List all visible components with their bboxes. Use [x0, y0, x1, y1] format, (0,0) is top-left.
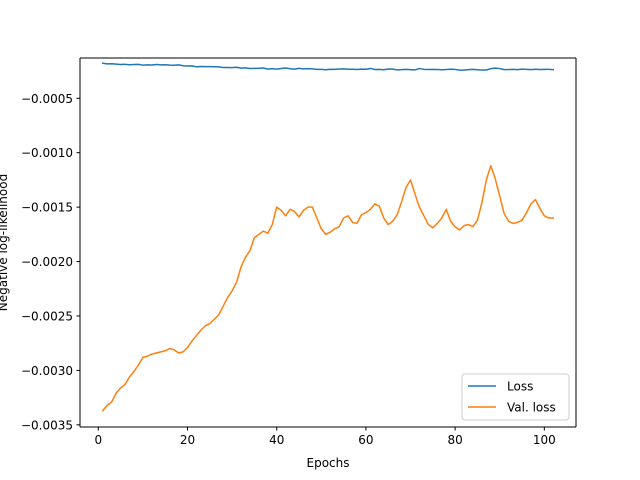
x-tick-label: 60: [358, 433, 373, 447]
axes-frame: [79, 57, 577, 428]
y-axis-ticks: −0.0035 −0.0030 −0.0025 −0.0020 −0.0015 −0.00…: [21, 92, 80, 432]
y-tick-label: −0.0020: [21, 255, 73, 269]
series-layer: [101, 62, 555, 412]
series-line-loss: [101, 62, 555, 71]
y-tick-label: −0.0010: [21, 146, 73, 160]
y-tick-label: −0.0035: [21, 418, 73, 432]
x-tick-label: 0: [94, 433, 102, 447]
x-axis-ticks: 0 20 40 60 80 100: [94, 427, 556, 447]
y-tick-label: −0.0015: [21, 201, 73, 215]
x-tick-label: 80: [447, 433, 462, 447]
legend-label-loss: Loss: [507, 380, 533, 394]
y-tick-label: −0.0005: [21, 92, 73, 106]
x-axis-title: Epochs: [307, 456, 350, 470]
legend-label-val-loss: Val. loss: [507, 401, 556, 415]
plot-area: [80, 58, 576, 427]
x-tick-label: 100: [533, 433, 556, 447]
y-tick-label: −0.0030: [21, 364, 73, 378]
series-line-val-loss: [101, 165, 554, 412]
y-tick-label: −0.0025: [21, 309, 73, 323]
x-tick-label: 20: [180, 433, 195, 447]
y-axis-title: Negative log-likelihood: [0, 174, 10, 311]
x-tick-label: 40: [269, 433, 284, 447]
legend: Loss Val. loss: [461, 373, 570, 421]
